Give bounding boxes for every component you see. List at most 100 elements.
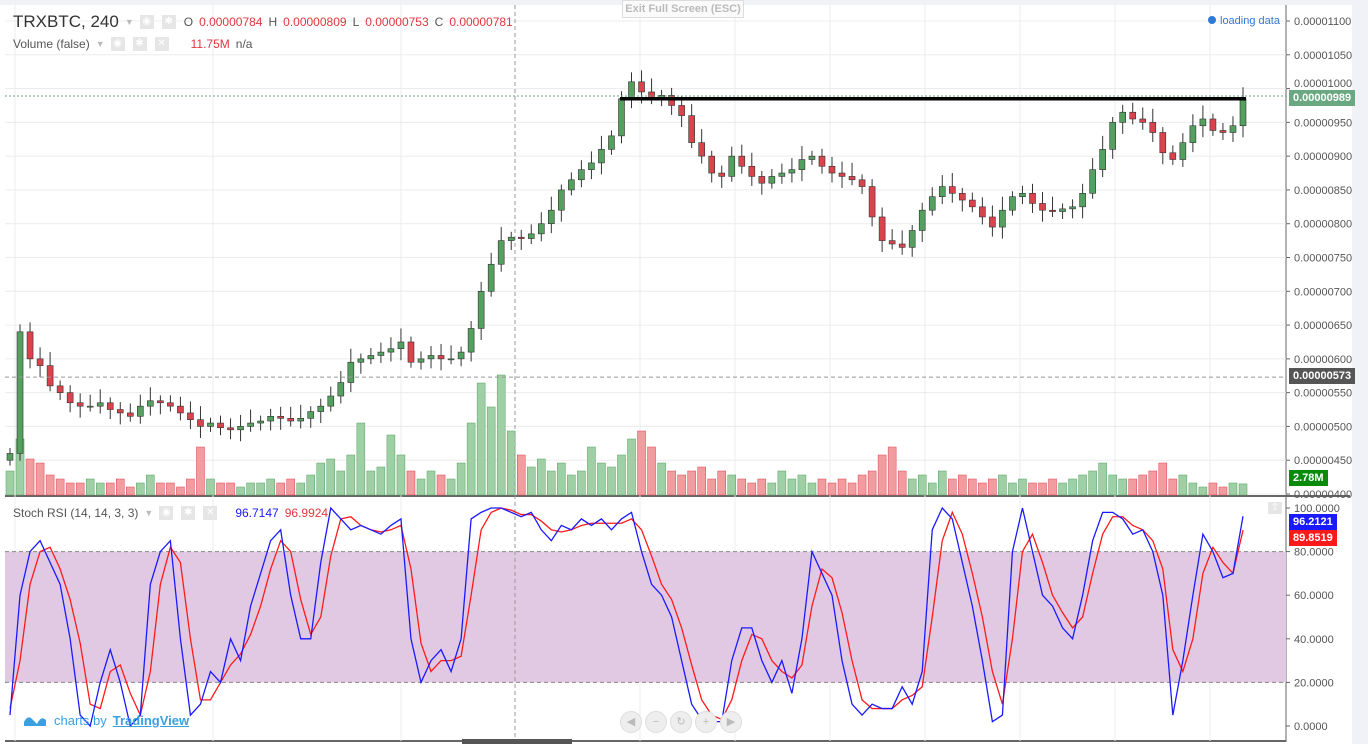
brand-prefix: charts by [54, 712, 107, 728]
volume-bar [366, 470, 376, 496]
volume-bar [697, 466, 706, 496]
candle-body [1109, 122, 1116, 150]
volume-bar [1038, 482, 1047, 496]
candle-body [1179, 142, 1187, 160]
brand-link[interactable]: TradingView [112, 712, 190, 728]
branding[interactable]: charts by TradingView [22, 712, 189, 728]
candle-body [728, 155, 736, 177]
exit-fullscreen-button[interactable]: Exit Full Screen (ESC) [622, 0, 744, 18]
eye-icon[interactable]: ◉ [110, 37, 125, 51]
candle-body [377, 351, 385, 356]
volume-bar [476, 382, 486, 496]
price-tick-label: 0.00000700 [1294, 286, 1352, 298]
candle-body [778, 172, 786, 177]
stoch-legend: Stoch RSI (14, 14, 3, 3) ▼ ◉ ✱ ✕ 96.7147 96… [13, 506, 328, 520]
candle-body [848, 176, 856, 181]
volume-bar [677, 474, 686, 496]
volume-bar [25, 458, 35, 496]
candle-body [578, 169, 585, 181]
candle-body [828, 165, 836, 174]
candle-body [66, 392, 74, 404]
candle-body [267, 415, 274, 422]
candle-body [76, 402, 84, 407]
volume-bar [877, 454, 887, 496]
candle-body [187, 412, 194, 420]
eye-icon[interactable]: ◉ [139, 15, 154, 29]
candle-body [598, 149, 605, 164]
candle-body [959, 193, 966, 201]
gear-icon[interactable]: ✱ [161, 15, 176, 29]
maximize-pane-icon[interactable]: ⇧ [1268, 502, 1282, 514]
low-label: L [352, 15, 360, 29]
candle-body [327, 395, 335, 407]
price-tick-label: 0.00000400 [1294, 489, 1352, 501]
eye-icon[interactable]: ◉ [159, 506, 174, 520]
candle-body [1219, 130, 1227, 133]
candle-body [818, 155, 826, 167]
candle-body [16, 331, 24, 454]
stoch-k-line [9, 506, 1244, 728]
candle-body [507, 236, 515, 241]
price-tick-label: 0.00001000 [1294, 78, 1352, 90]
chevron-down-icon[interactable]: ▼ [124, 17, 134, 27]
volume-bar [817, 478, 827, 496]
price-tick-label: 0.00001100 [1294, 16, 1351, 28]
scroll-right-icon[interactable]: ▶ [720, 711, 742, 733]
price-tick-label: 0.00000850 [1294, 185, 1352, 197]
price-tick-label: 0.00000800 [1294, 219, 1352, 231]
candle-body [618, 98, 625, 137]
candle-body [1129, 111, 1137, 120]
stoch-title[interactable]: Stoch RSI (14, 14, 3, 3) [13, 506, 139, 520]
price-tick-label: 0.00000500 [1294, 421, 1352, 433]
chevron-down-icon[interactable]: ▼ [95, 39, 105, 49]
crosshair-time-marker [462, 739, 572, 744]
chevron-down-icon[interactable]: ▼ [144, 508, 154, 518]
crosshair-price-badge: 0.00000573 [1289, 368, 1356, 384]
candle-body [96, 402, 104, 407]
volume-bar [296, 482, 305, 496]
reset-icon[interactable]: ↻ [670, 711, 692, 733]
high-label: H [268, 15, 278, 29]
volume-bar [426, 470, 436, 496]
volume-bar [306, 474, 315, 496]
volume-bar [597, 462, 606, 496]
volume-bar [126, 486, 135, 496]
scroll-left-icon[interactable]: ◀ [620, 711, 642, 733]
volume-bar [516, 454, 526, 496]
volume-bar [1078, 474, 1087, 496]
candle-body [407, 341, 415, 363]
zoom-in-icon[interactable]: + [695, 711, 717, 733]
symbol-title[interactable]: TRXBTC, 240 [13, 12, 119, 31]
candle-body [36, 358, 44, 366]
candle-body [808, 155, 816, 160]
right-gutter [1352, 0, 1368, 744]
volume-bar [727, 474, 737, 496]
volume-bar [1208, 482, 1218, 496]
candle-body [948, 186, 956, 194]
candle-body [227, 427, 234, 431]
volume-bar [998, 474, 1007, 496]
candle-body [979, 206, 986, 218]
close-icon[interactable]: ✕ [154, 37, 169, 51]
stoch-tick-label: 80.0000 [1294, 547, 1334, 559]
candle-body [638, 81, 645, 93]
zoom-out-icon[interactable]: − [645, 711, 667, 733]
overbought-oversold-band [5, 551, 1286, 683]
gear-icon[interactable]: ✱ [181, 506, 196, 520]
last-price-badge: 0.00000989 [1289, 90, 1356, 106]
gear-icon[interactable]: ✱ [132, 37, 147, 51]
candle-body [1119, 111, 1127, 123]
volume-bar [116, 478, 125, 496]
stoch-d-line [9, 507, 1244, 721]
candle-body [417, 358, 425, 363]
candle-body [698, 142, 705, 157]
candle-body [1009, 196, 1016, 211]
volume-bar [897, 470, 907, 496]
volume-bar [346, 454, 356, 496]
volume-bar [466, 422, 476, 496]
volume-title[interactable]: Volume (false) [13, 37, 90, 51]
candle-body [247, 422, 254, 427]
candle-body [177, 405, 184, 414]
close-icon[interactable]: ✕ [203, 506, 218, 520]
